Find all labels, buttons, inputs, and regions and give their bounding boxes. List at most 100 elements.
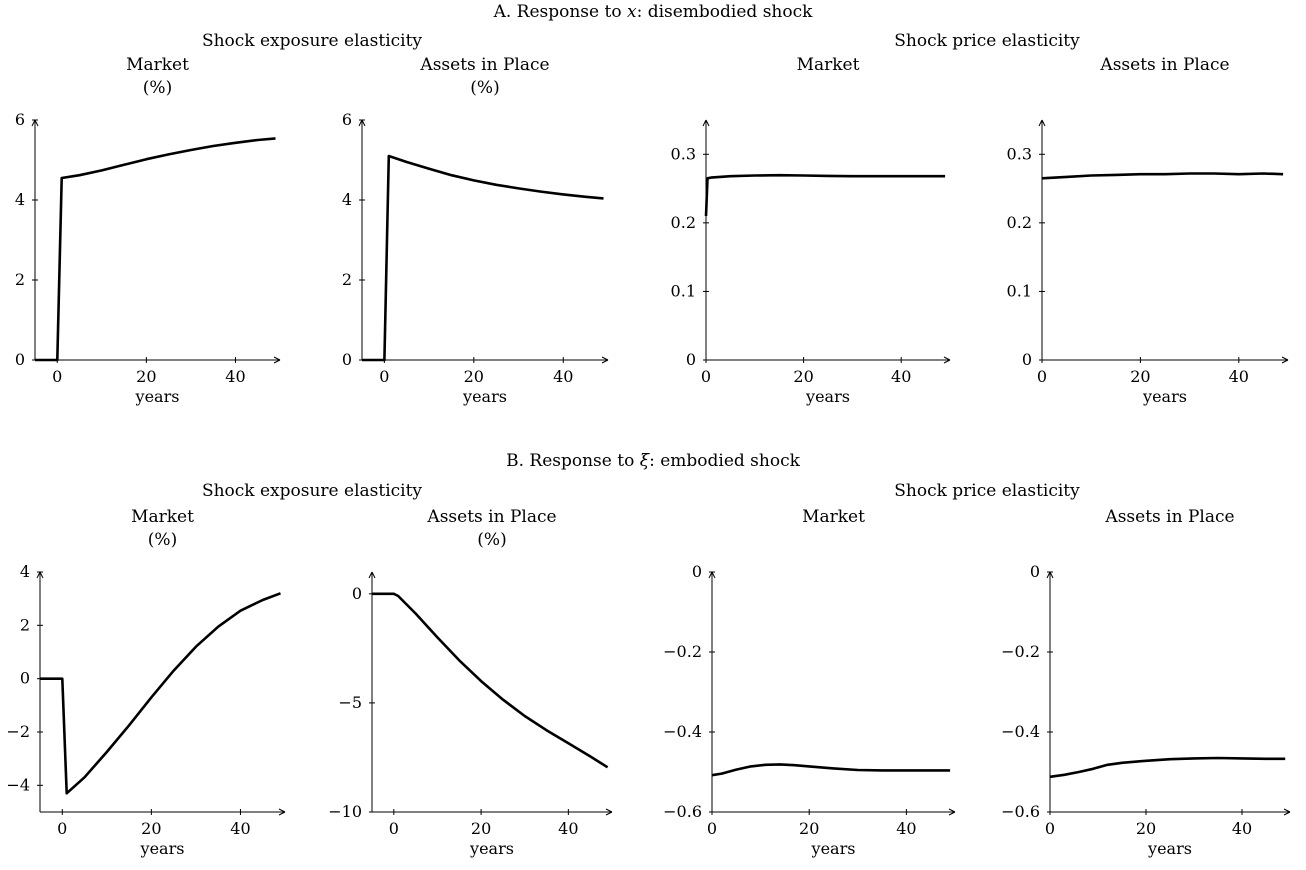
series-line	[372, 592, 609, 769]
y-tick-label: 4	[20, 562, 30, 581]
y-axis-arrow	[702, 119, 710, 127]
x-axis-label: years	[135, 387, 180, 406]
x-tick-label: 40	[1229, 367, 1249, 386]
x-tick-label: 40	[553, 367, 573, 386]
panel-a-exposure-group-title: Shock exposure elasticity	[202, 31, 422, 51]
y-tick-label: −0.2	[663, 642, 702, 661]
x-tick-label: 0	[379, 367, 389, 386]
panel-b-title: B. Response to ξ: embodied shock	[506, 451, 801, 471]
x-axis-arrow	[605, 808, 613, 816]
x-tick-label: 40	[225, 367, 245, 386]
series-line	[1049, 756, 1286, 779]
y-tick-label: 4	[342, 190, 352, 209]
x-tick-label: 0	[389, 819, 399, 838]
series-line	[711, 763, 951, 777]
x-tick-label: 0	[701, 367, 711, 386]
y-tick-label: −2	[6, 722, 30, 741]
series-line	[1041, 172, 1284, 180]
x-tick-label: 40	[1232, 819, 1252, 838]
y-axis-arrow	[1046, 571, 1054, 579]
y-tick-label: 0.1	[671, 281, 696, 300]
chart-title: Market	[797, 55, 860, 75]
y-tick-label: −4	[6, 775, 30, 794]
chart-subtitle: (%)	[470, 78, 499, 98]
chart-8: Assets in Place 0 20 40 −0.6 −0.4 −0.2 0 years	[1001, 507, 1291, 858]
chart-subtitle: (%)	[148, 530, 177, 550]
panel-a-title: A. Response to x: disembodied shock	[493, 2, 814, 22]
y-tick-label: 2	[20, 615, 30, 634]
x-axis-arrow	[273, 356, 281, 364]
x-tick-label: 20	[799, 819, 819, 838]
y-axis-arrow	[36, 571, 44, 579]
panel-b-price-group-title: Shock price elasticity	[894, 481, 1080, 501]
chart-2: Assets in Place (%) 0 20 40 0 2 4 6 years	[342, 55, 609, 406]
x-tick-label: 20	[1130, 367, 1150, 386]
chart-4: Assets in Place 0 20 40 0 0.1 0.2 0.3 years	[1007, 55, 1289, 406]
x-axis-arrow	[1281, 356, 1289, 364]
x-axis-label: years	[811, 839, 856, 858]
x-tick-label: 20	[464, 367, 484, 386]
y-tick-label: −0.6	[1001, 802, 1040, 821]
y-tick-label: 0.2	[671, 213, 696, 232]
y-tick-label: 0	[20, 669, 30, 688]
x-tick-label: 40	[891, 367, 911, 386]
x-axis-arrow	[1283, 808, 1291, 816]
y-tick-label: −0.2	[1001, 642, 1040, 661]
x-tick-label: 20	[136, 367, 156, 386]
x-axis-label: years	[805, 387, 850, 406]
series-line	[704, 173, 946, 217]
x-tick-label: 0	[1037, 367, 1047, 386]
x-tick-label: 0	[57, 819, 67, 838]
x-axis-label: years	[462, 387, 507, 406]
y-tick-label: 0	[15, 350, 25, 369]
y-tick-label: 0.1	[1007, 281, 1032, 300]
chart-title: Market	[802, 507, 865, 527]
y-tick-label: 0	[352, 584, 362, 603]
y-axis-arrow	[1038, 119, 1046, 127]
chart-title: Market	[126, 55, 189, 75]
y-axis-arrow	[31, 119, 39, 127]
x-tick-label: 0	[707, 819, 717, 838]
y-tick-label: 0.3	[671, 144, 696, 163]
y-tick-label: −10	[328, 802, 362, 821]
x-tick-label: 40	[230, 819, 250, 838]
y-tick-label: 2	[342, 270, 352, 289]
y-axis-arrow	[708, 571, 716, 579]
y-tick-label: 0	[1030, 562, 1040, 581]
y-tick-label: 0.2	[1007, 213, 1032, 232]
x-tick-label: 20	[471, 819, 491, 838]
chart-subtitle: (%)	[143, 78, 172, 98]
x-tick-label: 20	[141, 819, 161, 838]
chart-title: Assets in Place	[1099, 55, 1229, 75]
x-axis-arrow	[948, 808, 956, 816]
y-tick-label: 0	[692, 562, 702, 581]
chart-title: Assets in Place	[419, 55, 549, 75]
y-tick-label: 0	[1022, 350, 1032, 369]
chart-subtitle: (%)	[477, 530, 506, 550]
y-tick-label: −0.4	[1001, 722, 1040, 741]
y-tick-label: 2	[15, 270, 25, 289]
chart-7: Market 0 20 40 −0.6 −0.4 −0.2 0 years	[663, 507, 956, 858]
chart-3: Market 0 20 40 0 0.1 0.2 0.3 years	[671, 55, 951, 406]
x-tick-label: 40	[896, 819, 916, 838]
y-tick-label: −0.4	[663, 722, 702, 741]
series-line	[35, 137, 276, 362]
y-tick-label: 4	[15, 190, 25, 209]
x-axis-arrow	[278, 808, 286, 816]
chart-5: Market (%) 0 20 40 −4 −2 0 2 4 years	[6, 507, 286, 858]
y-axis-arrow	[368, 571, 376, 579]
x-tick-label: 20	[1136, 819, 1156, 838]
chart-6: Assets in Place (%) 0 20 40 −10 −5 0 years	[328, 507, 613, 858]
x-tick-label: 0	[1045, 819, 1055, 838]
chart-1: Market (%) 0 20 40 0 2 4 6 years	[15, 55, 281, 406]
x-axis-arrow	[601, 356, 609, 364]
chart-title: Assets in Place	[1104, 507, 1234, 527]
y-axis-arrow	[358, 119, 366, 127]
y-tick-label: 0	[342, 350, 352, 369]
y-tick-label: −0.6	[663, 802, 702, 821]
x-tick-label: 0	[52, 367, 62, 386]
chart-title: Market	[131, 507, 194, 527]
y-tick-label: 0.3	[1007, 144, 1032, 163]
